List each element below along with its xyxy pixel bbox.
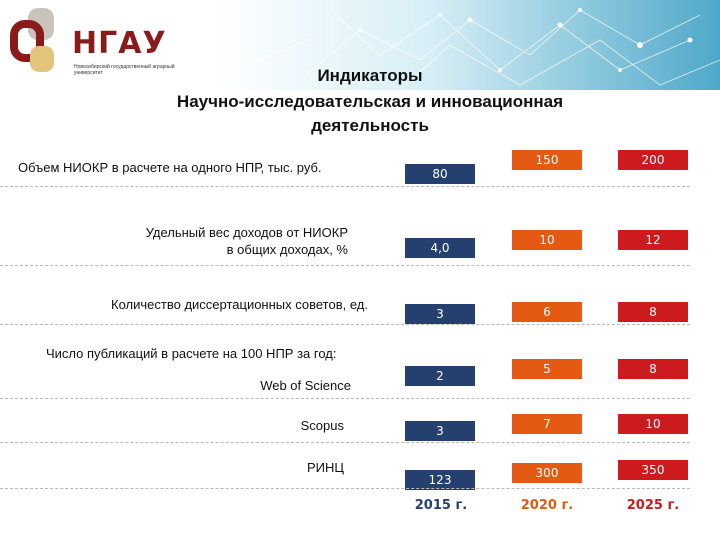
value-web-of-science-2025: 8: [618, 359, 688, 379]
row-label-niokr-share-line-1: Удельный вес доходов от НИОКР: [145, 225, 348, 240]
row-divider: [0, 265, 690, 266]
year-label-2015: 2015 г.: [414, 498, 468, 513]
value-scopus-2020: 7: [512, 414, 582, 434]
page-title: Индикаторы: [317, 66, 423, 85]
university-logo: НГАУ Новосибирский государственный аграр…: [10, 6, 180, 78]
page-subtitle-line-2: деятельность: [311, 116, 429, 135]
network-banner: [0, 0, 720, 90]
page-subtitle-line-1: Научно-исследовательская и инновационная: [176, 92, 564, 111]
value-niokr-volume-2015: 80: [405, 164, 475, 184]
value-niokr-volume-2020: 150: [512, 150, 582, 170]
row-label-dissertation-councils: Количество диссертационных советов, ед.: [111, 297, 368, 312]
year-label-2025: 2025 г.: [626, 498, 680, 513]
row-divider: [0, 186, 690, 187]
row-divider: [0, 324, 690, 325]
value-niokr-share-2020: 10: [512, 230, 582, 250]
value-dissertation-councils-2015: 3: [405, 304, 475, 324]
value-niokr-share-2025: 12: [618, 230, 688, 250]
value-dissertation-councils-2020: 6: [512, 302, 582, 322]
value-scopus-2025: 10: [618, 414, 688, 434]
year-label-2020: 2020 г.: [520, 498, 574, 513]
value-web-of-science-2020: 5: [512, 359, 582, 379]
row-divider: [0, 442, 690, 443]
row-label-rinc: РИНЦ: [306, 460, 344, 475]
value-rinc-2025: 350: [618, 460, 688, 480]
value-web-of-science-2015: 2: [405, 366, 475, 386]
value-dissertation-councils-2025: 8: [618, 302, 688, 322]
row-label-scopus: Scopus: [300, 418, 344, 433]
logo-emblem-icon: [10, 8, 54, 72]
value-scopus-2015: 3: [405, 421, 475, 441]
row-divider: [0, 398, 690, 399]
logo-text: НГАУ: [72, 26, 167, 61]
row-label-niokr-volume: Объем НИОКР в расчете на одного НПР, тыс…: [18, 160, 322, 175]
row-divider: [0, 488, 690, 489]
value-rinc-2015: 123: [405, 470, 475, 490]
section-label-publications: Число публикаций в расчете на 100 НПР за…: [46, 346, 337, 361]
value-niokr-volume-2025: 200: [618, 150, 688, 170]
row-label-web-of-science: Web of Science: [260, 378, 351, 393]
logo-subtitle: Новосибирский государственный аграрный у…: [74, 64, 175, 76]
value-niokr-share-2015: 4,0: [405, 238, 475, 258]
value-rinc-2020: 300: [512, 463, 582, 483]
row-label-niokr-share-line-2: в общих доходах, %: [226, 242, 348, 257]
